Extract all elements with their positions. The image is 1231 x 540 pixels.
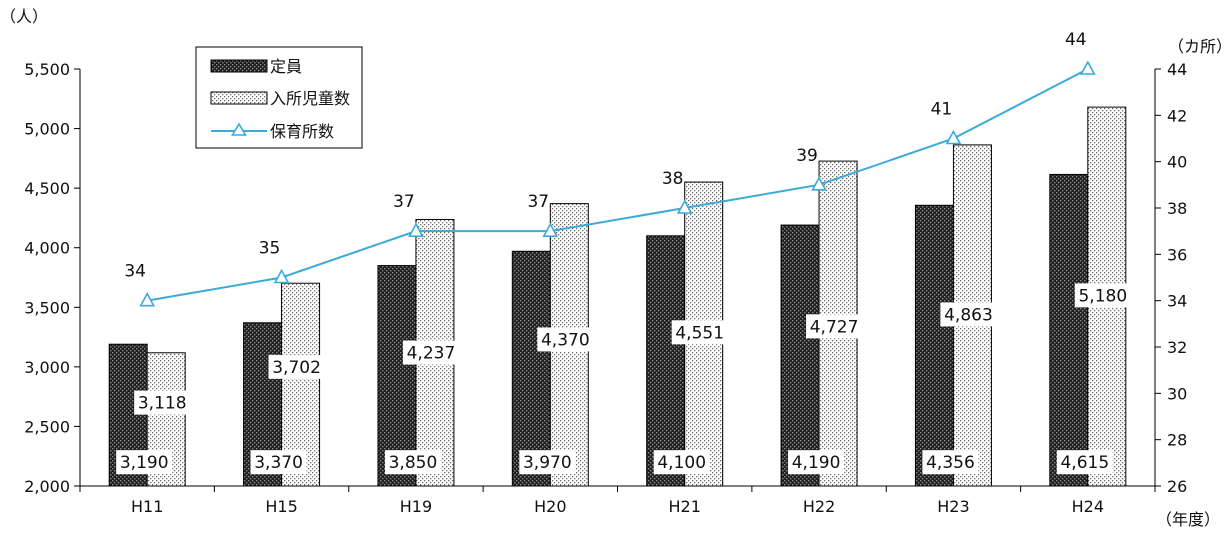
- line-point-nurseries: [542, 222, 559, 237]
- left-axis-tick-label: 2,500: [24, 417, 70, 436]
- right-axis-tick-label: 42: [1167, 106, 1187, 125]
- data-label-capacity: 4,615: [1060, 453, 1109, 473]
- data-label-nurseries: 44: [1065, 30, 1087, 50]
- right-axis-tick-label: 30: [1167, 384, 1187, 403]
- data-label-capacity-bg: [653, 450, 710, 475]
- left-axis-tick-label: 3,500: [24, 298, 70, 317]
- data-label-enrolled-bg: [671, 320, 728, 345]
- legend-label-nurseries: 保育所数: [270, 122, 334, 141]
- legend-label-capacity: 定員: [270, 57, 302, 76]
- line-layer: [139, 60, 1096, 307]
- data-label-enrolled: 5,180: [1078, 286, 1127, 306]
- right-axis-unit: （カ所）: [1168, 37, 1231, 56]
- bar-capacity: [914, 204, 954, 487]
- legend-label-enrolled: 入所児童数: [270, 89, 350, 108]
- legend-swatch-enrolled: [210, 91, 268, 105]
- data-label-nurseries: 38: [662, 169, 684, 189]
- right-axis-tick-label: 32: [1167, 338, 1187, 357]
- data-label-capacity: 4,190: [792, 453, 841, 473]
- bar-capacity: [377, 265, 417, 487]
- data-label-enrolled-bg: [134, 390, 191, 415]
- data-label-enrolled-bg: [402, 340, 459, 365]
- bar-capacity: [780, 224, 820, 487]
- data-label-capacity: 3,370: [254, 453, 303, 473]
- data-label-capacity-bg: [519, 450, 576, 475]
- legend: 定員 入所児童数 保育所数: [195, 46, 363, 149]
- data-label-nurseries: 34: [124, 262, 146, 282]
- right-axis-tick-label: 28: [1167, 431, 1187, 450]
- x-axis-tick-label: H20: [534, 497, 566, 516]
- data-label-capacity-bg: [250, 450, 307, 475]
- line-nurseries: [147, 68, 1089, 302]
- line-point-nurseries: [1079, 60, 1096, 75]
- data-label-capacity: 3,970: [523, 453, 572, 473]
- x-axis-tick-label: H11: [131, 497, 163, 516]
- bars-layer: [108, 106, 1127, 487]
- bar-capacity: [646, 235, 686, 487]
- left-axis-tick-label: 2,000: [24, 477, 70, 496]
- data-label-nurseries: 35: [259, 239, 281, 259]
- x-axis-tick-label: H23: [937, 497, 969, 516]
- right-axis-tick-label: 34: [1167, 292, 1187, 311]
- data-label-nurseries: 37: [527, 192, 549, 212]
- right-axis-tick-label: 26: [1167, 477, 1187, 496]
- data-label-enrolled-bg: [537, 327, 594, 352]
- data-label-capacity: 3,190: [120, 453, 169, 473]
- data-label-enrolled-bg: [806, 314, 863, 339]
- x-axis-tick-label: H21: [668, 497, 700, 516]
- data-label-enrolled: 3,702: [272, 358, 321, 378]
- left-axis-tick-label: 4,500: [24, 179, 70, 198]
- data-label-capacity: 4,356: [926, 453, 975, 473]
- right-axis-tick-label: 38: [1167, 199, 1187, 218]
- bar-capacity: [511, 250, 551, 487]
- data-label-enrolled-bg: [1074, 283, 1131, 308]
- right-axis-tick-label: 36: [1167, 245, 1187, 264]
- bar-capacity: [1049, 173, 1089, 487]
- data-label-capacity: 3,850: [389, 453, 438, 473]
- left-axis-tick-label: 5,000: [24, 120, 70, 139]
- line-point-nurseries: [408, 222, 424, 237]
- x-axis-tick-label: H22: [803, 497, 835, 516]
- data-label-capacity-bg: [1056, 450, 1113, 475]
- line-point-nurseries: [139, 291, 156, 307]
- data-labels-layer: 3,190 3,370 3,850 3,970 4,100 4,190 4,356 4,615…: [116, 30, 1131, 475]
- data-label-capacity: 4,100: [657, 453, 706, 473]
- legend-triangle-icon: [231, 122, 247, 136]
- line-point-nurseries: [945, 129, 962, 145]
- left-axis-tick-label: 5,500: [24, 60, 70, 79]
- data-label-capacity-bg: [922, 450, 979, 475]
- data-label-enrolled: 4,551: [675, 323, 724, 343]
- x-axis-unit: （年度）: [1156, 510, 1220, 529]
- data-label-enrolled: 4,237: [407, 344, 456, 364]
- right-axis-tick-label: 40: [1167, 153, 1187, 172]
- data-label-capacity-bg: [116, 450, 173, 475]
- right-axis-tick-label: 44: [1167, 60, 1187, 79]
- ticks-layer: 5,500 5,000 4,500 4,000 3,500 3,000 2,500 2,000…: [24, 60, 1187, 516]
- data-label-nurseries: 41: [931, 100, 953, 120]
- left-axis-unit: （人）: [0, 7, 48, 26]
- data-label-enrolled-bg: [268, 354, 325, 379]
- data-label-capacity-bg: [788, 450, 845, 475]
- data-label-enrolled: 4,370: [541, 330, 590, 350]
- left-axis-tick-label: 3,000: [24, 358, 70, 377]
- data-label-enrolled: 3,118: [138, 394, 187, 414]
- line-point-nurseries: [273, 268, 290, 284]
- x-axis-tick-label: H24: [1072, 497, 1104, 516]
- line-point-nurseries: [811, 176, 827, 191]
- data-label-enrolled: 4,863: [944, 305, 993, 325]
- legend-swatch-capacity: [210, 59, 268, 73]
- left-axis-tick-label: 4,000: [24, 239, 70, 258]
- data-label-nurseries: 39: [796, 146, 818, 166]
- data-label-nurseries: 37: [393, 192, 415, 212]
- x-axis-tick-label: H15: [265, 497, 297, 516]
- data-label-capacity-bg: [384, 450, 441, 475]
- data-label-enrolled-bg: [940, 302, 997, 327]
- data-label-enrolled: 4,727: [810, 317, 859, 337]
- x-axis-tick-label: H19: [400, 497, 432, 516]
- line-point-nurseries: [676, 199, 693, 214]
